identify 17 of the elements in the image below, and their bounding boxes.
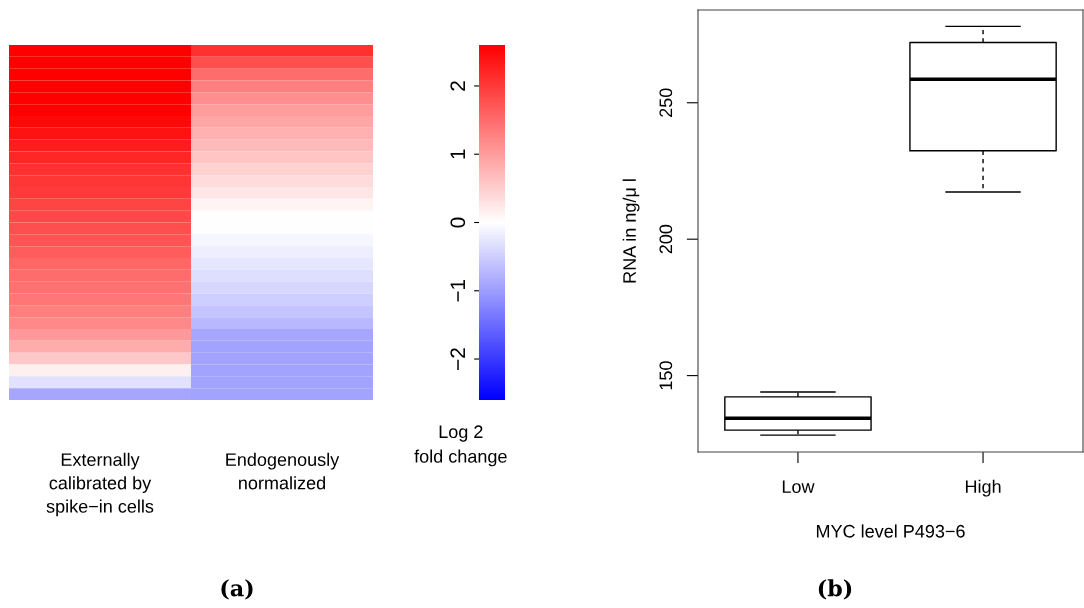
text: (b)	[818, 579, 852, 600]
y-tick-label: 150	[659, 361, 673, 390]
text: (a)	[221, 579, 253, 600]
y-tick-label: 200	[659, 224, 673, 254]
color-bar-label: −2	[450, 348, 465, 370]
color-bar-title: Log 2 fold change	[414, 425, 507, 467]
y-tick-label: 250	[659, 88, 673, 117]
x-tick-label: Endogenously normalized	[226, 452, 340, 490]
x-tick-label: Externally calibrated by spike−in cells	[46, 452, 154, 517]
x-tick-label: High	[965, 479, 1001, 497]
color-bar-label: −1	[450, 279, 465, 302]
x-axis-title: MYC level P493−6	[816, 524, 965, 538]
x-tick-label: Low	[782, 480, 815, 494]
color-bar-label: 2	[450, 81, 465, 91]
color-bar-label: 0	[450, 217, 466, 228]
y-axis-title: RNA in ng/μ l	[622, 179, 640, 283]
color-bar-label: 1	[450, 149, 465, 159]
